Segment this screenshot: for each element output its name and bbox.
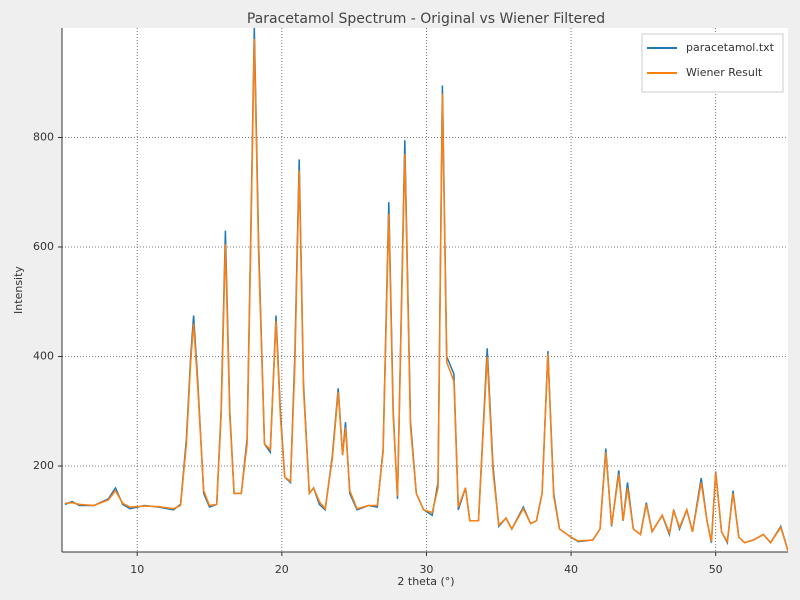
series-line xyxy=(64,38,788,552)
y-tick-label: 200 xyxy=(33,459,54,472)
plot-area xyxy=(62,28,788,552)
x-axis-label: 2 theta (°) xyxy=(397,575,454,588)
y-tick-label: 800 xyxy=(33,131,54,144)
y-tick-label: 400 xyxy=(33,350,54,363)
x-tick-label: 50 xyxy=(709,563,723,576)
legend-label: Wiener Result xyxy=(686,66,763,79)
x-tick-label: 40 xyxy=(564,563,578,576)
legend-label: paracetamol.txt xyxy=(686,41,775,54)
x-tick-label: 20 xyxy=(275,563,289,576)
y-tick-label: 600 xyxy=(33,240,54,253)
chart-title: Paracetamol Spectrum - Original vs Wiene… xyxy=(247,11,605,27)
legend-box xyxy=(641,33,784,93)
x-tick-label: 10 xyxy=(130,563,144,576)
x-tick-label: 30 xyxy=(419,563,433,576)
y-axis-label: Intensity xyxy=(12,266,25,314)
